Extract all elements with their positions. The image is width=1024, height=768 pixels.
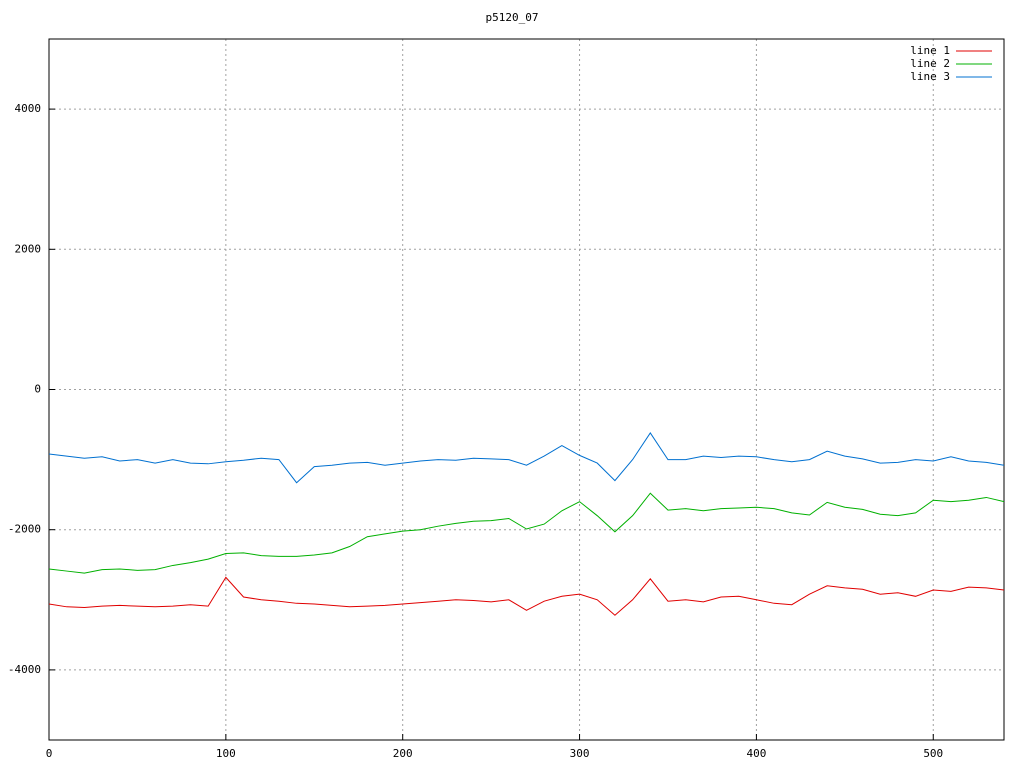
plot-frame <box>48 38 1005 741</box>
x-tick-label: 500 <box>923 747 943 760</box>
x-tick-label: 0 <box>46 747 53 760</box>
series-line <box>48 492 1005 574</box>
series-line <box>48 432 1005 484</box>
x-tick-label: 200 <box>393 747 413 760</box>
x-tick-label: 400 <box>746 747 766 760</box>
legend-label: line 2 <box>910 57 950 70</box>
y-tick-label: 4000 <box>15 102 42 115</box>
legend-label: line 1 <box>910 44 950 57</box>
y-tick-label: -4000 <box>8 663 41 676</box>
chart-title: p5120_07 <box>486 11 539 24</box>
x-tick-label: 300 <box>570 747 590 760</box>
y-tick-label: 2000 <box>15 242 42 255</box>
legend-label: line 3 <box>910 70 950 83</box>
series-line <box>48 576 1005 616</box>
y-tick-label: -2000 <box>8 523 41 536</box>
y-tick-label: 0 <box>34 383 41 396</box>
x-tick-label: 100 <box>216 747 236 760</box>
